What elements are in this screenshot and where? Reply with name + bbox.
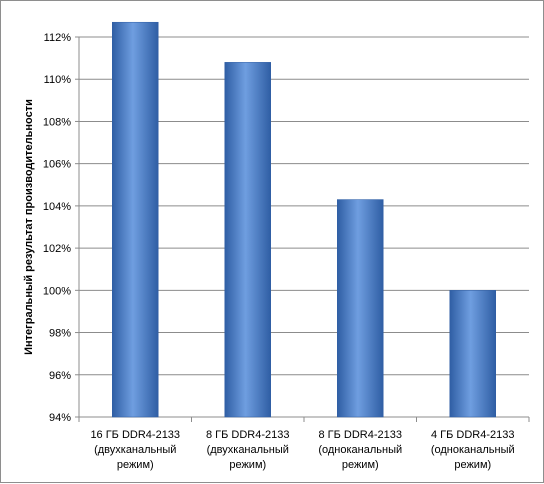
y-tick-labels: 94% 96% 98% 100% 102% 104% 106% 108% 110% 112%	[43, 32, 71, 424]
bars	[112, 21, 496, 418]
x-category-labels: 16 ГБ DDR4-2133 (двухканальный режим) 8 ГБ …	[90, 429, 514, 471]
y-tick-label: 100%	[43, 285, 71, 297]
x-category-label: 16 ГБ DDR4-2133 (двухканальный режим)	[90, 429, 180, 471]
y-tick-label: 98%	[49, 328, 71, 340]
bar	[224, 62, 271, 418]
bar	[337, 199, 384, 418]
y-tick-label: 110%	[44, 74, 72, 86]
x-category-label: 4 ГБ DDR4-2133 (одноканальный режим)	[431, 429, 515, 471]
y-tick-label: 94%	[49, 412, 71, 424]
y-tick-label: 96%	[49, 370, 71, 382]
bar	[449, 290, 496, 418]
bar	[112, 21, 159, 418]
y-tick-label: 108%	[43, 116, 71, 128]
y-tick-label: 102%	[43, 243, 71, 255]
x-category-label: 8 ГБ DDR4-2133 (двухканальный режим)	[206, 429, 290, 471]
y-axis-label: Интегральный результат производительност…	[23, 99, 35, 355]
y-tick-label: 112%	[44, 32, 72, 44]
x-category-label: 8 ГБ DDR4-2133 (одноканальный режим)	[318, 429, 402, 471]
y-tick-label: 104%	[43, 201, 71, 213]
y-tick-label: 106%	[43, 159, 71, 171]
